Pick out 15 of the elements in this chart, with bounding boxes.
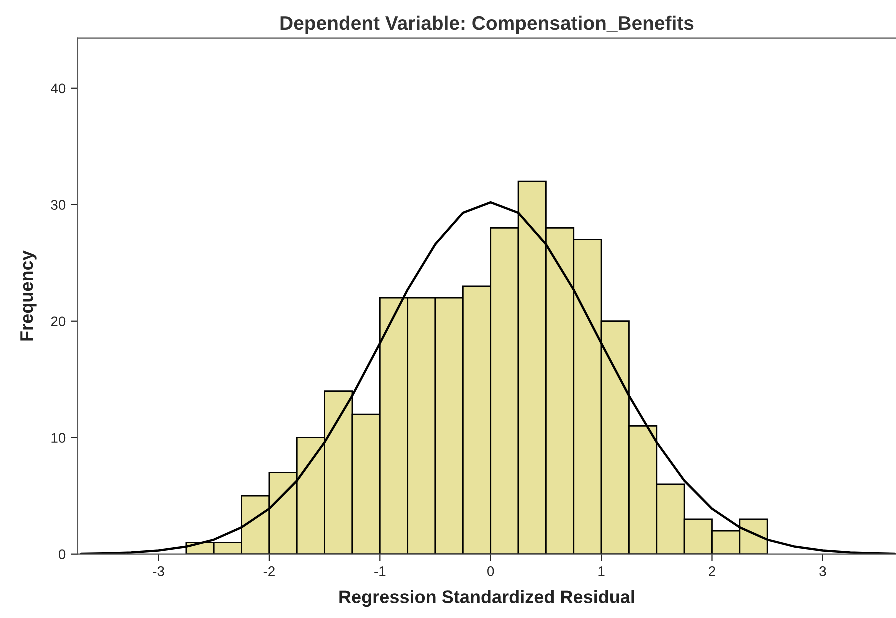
- x-tick-label: -2: [264, 566, 275, 576]
- x-tick-label: -3: [153, 566, 164, 576]
- x-tick-label: 3: [820, 566, 826, 576]
- y-tick-label: 0: [58, 550, 66, 560]
- x-tick-label: 0: [488, 566, 494, 576]
- chart-title: Dependent Variable: Compensation_Benefits: [280, 16, 694, 34]
- x-tick-label: -1: [374, 566, 386, 576]
- x-tick-label: 2: [709, 566, 716, 576]
- y-tick-label: 20: [51, 316, 66, 327]
- y-tick-label: 40: [51, 84, 66, 94]
- x-axis-title: Regression Standardized Residual: [340, 590, 634, 608]
- x-tick-label: 1: [598, 566, 605, 576]
- y-axis-title: Frequency: [20, 250, 37, 341]
- y-tick-label: 30: [51, 200, 66, 210]
- y-tick-label: 10: [52, 433, 66, 444]
